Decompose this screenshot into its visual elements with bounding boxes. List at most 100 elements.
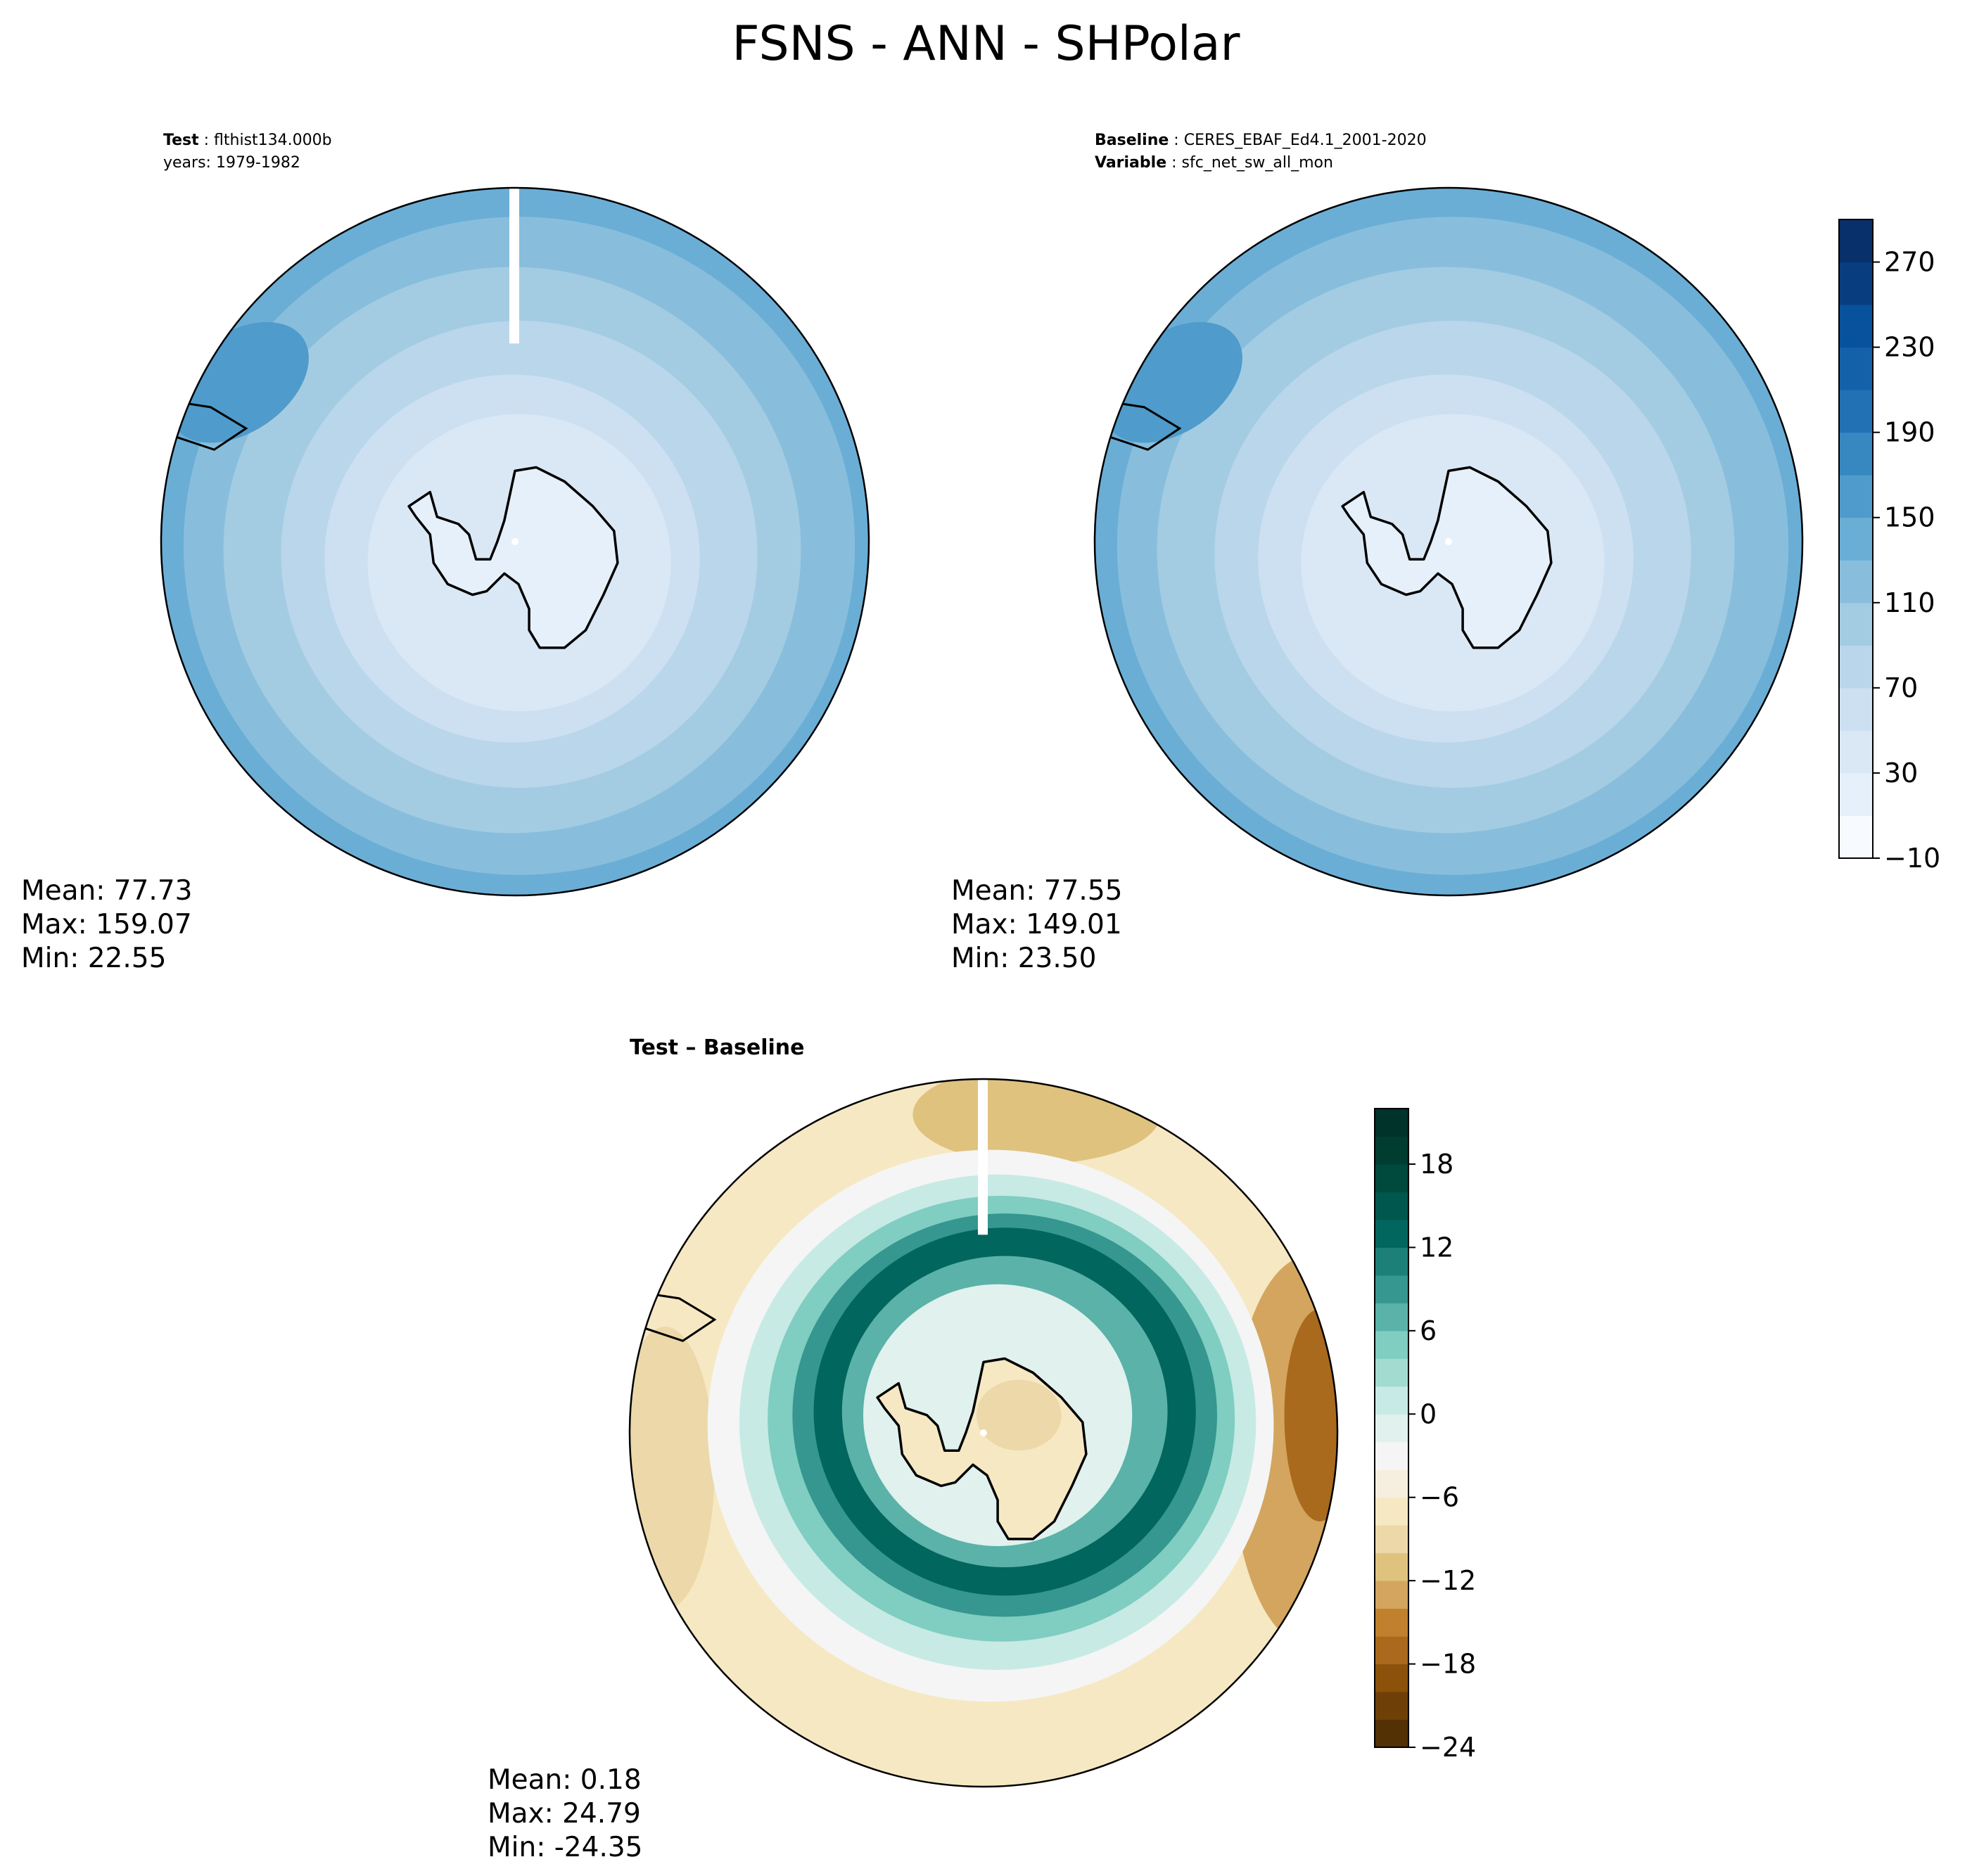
baseline-pole-dot — [1445, 538, 1452, 545]
brbg-cb-tick-label: 18 — [1420, 1149, 1453, 1180]
diff-mean: Mean: 0.18 — [488, 1764, 642, 1796]
blues-cb-tick-label: 190 — [1884, 417, 1935, 448]
baseline-min: Min: 23.50 — [951, 943, 1097, 974]
test-max: Max: 159.07 — [21, 909, 192, 940]
brbg-cb-frame — [1374, 1108, 1409, 1748]
brbg-cb-swatch — [1375, 1469, 1408, 1498]
blues-cb-tick-label: 30 — [1884, 758, 1918, 789]
baseline-frame — [1093, 186, 1804, 897]
blues-cb-swatch — [1839, 432, 1873, 476]
test-field — [161, 188, 869, 895]
test-years: years: 1979-1982 — [163, 154, 300, 172]
diff-stats: Mean: 0.18 Max: 24.79 Min: -24.35 — [488, 1763, 642, 1865]
blues-cb-tick-label: 150 — [1884, 502, 1935, 533]
brbg-cb-swatch — [1375, 1330, 1408, 1359]
baseline-header: Baseline : CERES_EBAF_Ed4.1_2001-2020 Va… — [1095, 129, 1427, 174]
baseline-south-america-coast — [1098, 399, 1182, 451]
diff-max: Max: 24.79 — [488, 1798, 641, 1830]
diff-continent-patch — [976, 1379, 1062, 1451]
test-stats: Mean: 77.73 Max: 159.07 Min: 22.55 — [21, 874, 192, 976]
brbg-cb-swatch — [1375, 1664, 1408, 1692]
brbg-cb-swatch — [1375, 1636, 1408, 1665]
diff-south-america-coast — [632, 1290, 717, 1342]
baseline-stats: Mean: 77.55 Max: 149.01 Min: 23.50 — [951, 874, 1122, 976]
brbg-cb-swatch — [1375, 1303, 1408, 1332]
brbg-cb-swatch — [1375, 1552, 1408, 1581]
baseline-mean: Mean: 77.55 — [951, 875, 1123, 907]
blues-cb-swatch — [1839, 517, 1873, 561]
baseline-label-key: Baseline — [1095, 132, 1169, 149]
blues-cb-swatch — [1839, 772, 1873, 816]
brbg-cb-swatch — [1375, 1525, 1408, 1554]
brbg-cb-tick-label: 12 — [1420, 1232, 1453, 1263]
blues-cb-swatch — [1839, 219, 1873, 263]
brbg-cb-tick-label: 0 — [1420, 1398, 1437, 1429]
blues-cb-swatch — [1839, 305, 1873, 348]
test-mean: Mean: 77.73 — [21, 875, 193, 907]
blues-cb-swatch — [1839, 262, 1873, 305]
figure-title: FSNS - ANN - SHPolar — [732, 16, 1240, 72]
test-south-america-coast — [164, 399, 248, 451]
test-seam — [509, 188, 519, 344]
brbg-cb-swatch — [1375, 1163, 1408, 1192]
brbg-cb-swatch — [1375, 1136, 1408, 1165]
test-min: Min: 22.55 — [21, 943, 167, 974]
brbg-cb-tick-label: 6 — [1420, 1315, 1437, 1346]
baseline-colon: : — [1169, 132, 1184, 149]
brbg-cb-swatch — [1375, 1219, 1408, 1248]
test-pole-dot — [511, 538, 519, 545]
blues-cb-tick-label: 70 — [1884, 672, 1918, 703]
diff-seam — [978, 1079, 988, 1235]
test-coastline — [407, 466, 619, 649]
blues-cb-swatch — [1839, 475, 1873, 518]
brbg-cb-swatch — [1375, 1608, 1408, 1637]
blues-cb-swatch — [1839, 390, 1873, 433]
brbg-cb-swatch — [1375, 1275, 1408, 1303]
test-header: Test : flthist134.000b years: 1979-1982 — [163, 129, 332, 174]
brbg-cb-swatch — [1375, 1414, 1408, 1443]
test-label-key: Test — [163, 132, 199, 149]
blues-cb-tick-label: 110 — [1884, 587, 1935, 618]
brbg-cb-swatch — [1375, 1358, 1408, 1387]
blues-cb-swatch — [1839, 602, 1873, 646]
baseline-max: Max: 149.01 — [951, 909, 1122, 940]
blues-cb-tick-label: 230 — [1884, 332, 1935, 363]
brbg-cb-swatch — [1375, 1441, 1408, 1470]
blues-cb-swatch — [1839, 687, 1873, 731]
blues-cb-tick-label: −10 — [1884, 843, 1940, 874]
blues-cb-swatch — [1839, 560, 1873, 604]
diff-frame — [628, 1078, 1339, 1788]
baseline-label-value: CERES_EBAF_Ed4.1_2001-2020 — [1183, 132, 1427, 149]
brbg-cb-tick-label: −24 — [1420, 1732, 1476, 1763]
variable-colon: : — [1166, 154, 1182, 172]
brbg-cb-tick-label: −18 — [1420, 1649, 1476, 1680]
brbg-cb-swatch — [1375, 1581, 1408, 1609]
blues-cb-swatch — [1839, 815, 1873, 859]
brbg-cb-swatch — [1375, 1386, 1408, 1415]
baseline-continent-fill — [1342, 467, 1551, 648]
brbg-cb-swatch — [1375, 1719, 1408, 1748]
diff-min: Min: -24.35 — [488, 1832, 643, 1863]
test-continent-fill — [409, 467, 618, 648]
brbg-cb-swatch — [1375, 1192, 1408, 1220]
blues-cb-swatch — [1839, 347, 1873, 390]
test-colon: : — [198, 132, 215, 149]
brbg-cb-swatch — [1375, 1247, 1408, 1276]
brbg-cb-tick-label: −6 — [1420, 1482, 1459, 1513]
blues-cb-swatch — [1839, 645, 1873, 689]
variable-label-key: Variable — [1095, 154, 1167, 172]
brbg-cb-swatch — [1375, 1497, 1408, 1526]
brbg-cb-swatch — [1375, 1109, 1408, 1137]
blues-cb-frame — [1838, 219, 1874, 859]
test-frame — [160, 186, 870, 897]
blues-cb-tick-label: 270 — [1884, 247, 1935, 278]
diff-pole-dot — [980, 1429, 987, 1436]
diff-header: Test – Baseline — [630, 1035, 805, 1060]
diff-coastline — [876, 1357, 1088, 1540]
test-label-value: flthist134.000b — [214, 132, 332, 149]
